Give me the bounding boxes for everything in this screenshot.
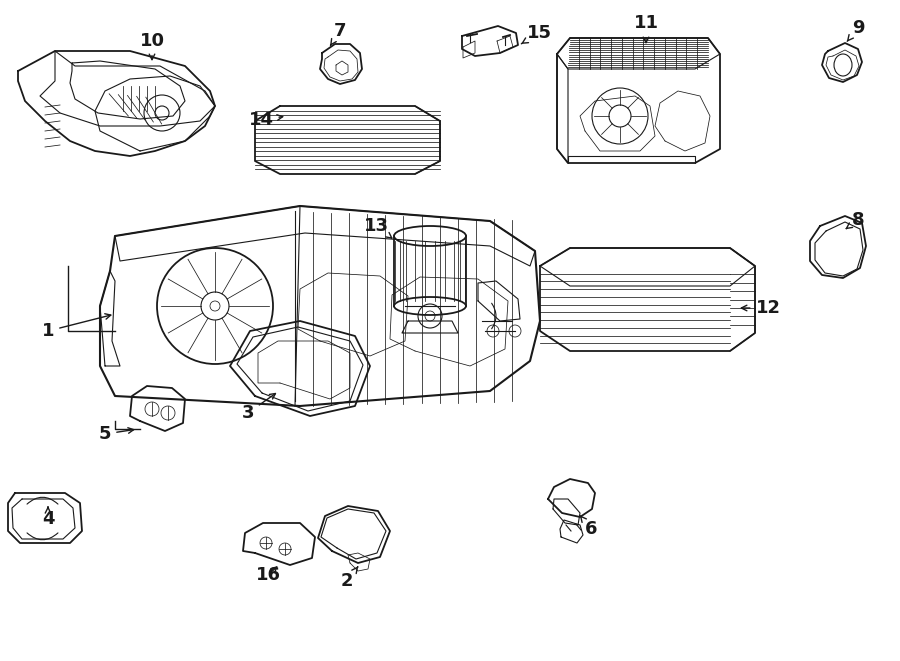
Text: 1: 1 [41,314,111,340]
Text: 13: 13 [364,217,392,238]
Text: 8: 8 [846,211,864,229]
Text: 11: 11 [634,14,659,43]
Text: 7: 7 [330,22,346,45]
Text: 4: 4 [41,507,54,528]
Text: 6: 6 [580,516,598,538]
Text: 16: 16 [256,566,281,584]
Text: 9: 9 [847,19,864,42]
Text: 2: 2 [341,567,358,590]
Text: 14: 14 [248,111,283,129]
Text: 3: 3 [242,393,275,422]
Text: 15: 15 [521,24,552,44]
Text: 10: 10 [140,32,165,59]
Text: 5: 5 [99,425,134,443]
Text: 12: 12 [742,299,780,317]
